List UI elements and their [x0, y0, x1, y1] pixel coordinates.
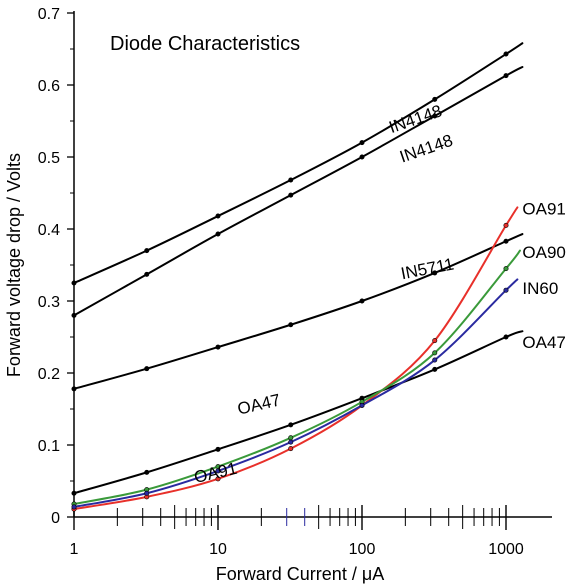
data-point-in4148	[71, 280, 77, 286]
y-tick-label: 0.5	[38, 150, 60, 167]
data-point-in5711	[432, 270, 438, 276]
series-line-in5711-2	[73, 233, 524, 390]
data-point-oa47	[288, 422, 294, 428]
data-point-oa91	[503, 222, 509, 228]
series-label-in60: IN60	[522, 279, 558, 298]
series-label-in5711: IN5711	[399, 254, 455, 283]
data-point-in4148	[144, 248, 150, 254]
series-label-in4148: IN4148	[387, 101, 445, 137]
ticks: 0 0.1 0.2 0.3 0.4 0.5 0.6 0.7 1 10 100 1000	[38, 6, 524, 558]
y-axis-label: Forward voltage drop / Volts	[4, 153, 24, 377]
data-point-in60	[432, 357, 438, 363]
data-point-oa90	[503, 266, 509, 272]
data-point-in5711	[503, 238, 509, 244]
data-point-in5711	[71, 386, 77, 392]
data-point-oa91	[288, 446, 294, 452]
x-tick-label: 1000	[488, 541, 524, 558]
series-line-in4148-0	[73, 42, 524, 284]
data-point-in4148	[432, 113, 438, 119]
data-point-in5711	[359, 298, 365, 304]
data-point-in4148	[215, 213, 221, 219]
data-point-in5711	[215, 344, 221, 350]
series-line-oa90-5	[73, 249, 521, 506]
data-points	[71, 51, 509, 512]
chart-title: Diode Characteristics	[110, 33, 300, 55]
series-label-oa90: OA90	[522, 243, 565, 262]
series-label-oa47: OA47	[236, 390, 283, 418]
curves	[73, 42, 524, 511]
data-point-in4148	[144, 271, 150, 277]
x-axis-label: Forward Current / μA	[216, 564, 384, 584]
data-point-in4148	[71, 312, 77, 318]
data-point-in60	[144, 490, 150, 496]
data-point-oa47	[432, 366, 438, 372]
series-line-oa91-4	[73, 206, 519, 511]
axes	[73, 11, 552, 518]
data-point-in60	[215, 468, 221, 474]
data-point-oa91	[432, 338, 438, 344]
data-point-in4148	[432, 96, 438, 102]
data-point-in60	[288, 439, 294, 445]
data-point-in4148	[359, 140, 365, 146]
y-tick-label: 0	[51, 510, 60, 527]
data-point-oa91	[215, 476, 221, 482]
series-line-in60-6	[73, 278, 519, 508]
data-point-in60	[71, 504, 77, 510]
x-tick-label: 10	[209, 541, 227, 558]
series-label-oa47: OA47	[522, 333, 565, 352]
data-point-in4148	[215, 231, 221, 237]
y-tick-label: 0.4	[38, 222, 60, 239]
y-tick-label: 0.6	[38, 78, 60, 95]
series-label-oa91: OA91	[522, 200, 565, 219]
series-line-oa47-3	[73, 330, 524, 495]
data-point-oa90	[288, 435, 294, 441]
data-point-oa47	[144, 469, 150, 475]
data-point-in5711	[288, 322, 294, 328]
data-point-oa47	[71, 490, 77, 496]
data-point-in4148	[503, 51, 509, 57]
data-point-oa47	[503, 334, 509, 340]
series-line-in4148-1	[73, 66, 524, 317]
y-tick-label: 0.7	[38, 6, 60, 23]
data-point-in60	[359, 402, 365, 408]
data-point-in5711	[144, 366, 150, 372]
data-point-in60	[503, 287, 509, 293]
x-tick-label: 100	[349, 541, 376, 558]
series-label-oa91: OA91	[192, 459, 239, 487]
data-point-in4148	[288, 177, 294, 183]
data-point-oa47	[215, 446, 221, 452]
x-tick-label: 1	[70, 541, 79, 558]
y-tick-label: 0.1	[38, 438, 60, 455]
data-point-in4148	[288, 192, 294, 198]
data-point-in4148	[503, 73, 509, 79]
series-label-in4148: IN4148	[397, 131, 455, 167]
y-tick-label: 0.2	[38, 366, 60, 383]
data-point-oa90	[432, 350, 438, 356]
data-point-in4148	[359, 154, 365, 160]
y-tick-label: 0.3	[38, 294, 60, 311]
